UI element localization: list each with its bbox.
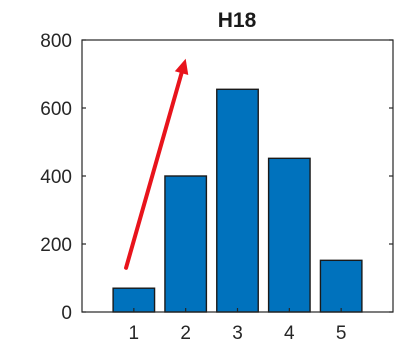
bars-layer — [112, 88, 363, 313]
y-tick-label-600: 600 — [40, 99, 72, 120]
chart-title: H18 — [218, 9, 257, 32]
x-tick-label-3: 3 — [232, 323, 243, 340]
y-tick-label-800: 800 — [40, 31, 72, 52]
annotation-layer — [124, 58, 189, 270]
x-tick-label-2: 2 — [180, 323, 191, 340]
x-tick-label-1: 1 — [129, 323, 140, 340]
bar-3 — [216, 88, 259, 313]
y-tick-label-400: 400 — [40, 167, 72, 188]
y-tick-label-200: 200 — [40, 235, 72, 256]
x-tick-label-4: 4 — [284, 323, 295, 340]
bar-2 — [164, 175, 208, 313]
trend-arrow-shaft — [124, 71, 184, 270]
y-tick-label-0: 0 — [61, 303, 72, 324]
x-tick-label-5: 5 — [336, 323, 347, 340]
ticks-layer: 1 2 3 4 5 0 200 400 600 800 — [40, 31, 393, 340]
bar-5 — [319, 259, 363, 313]
trend-arrow-head — [174, 58, 189, 76]
bar-4 — [267, 157, 311, 313]
